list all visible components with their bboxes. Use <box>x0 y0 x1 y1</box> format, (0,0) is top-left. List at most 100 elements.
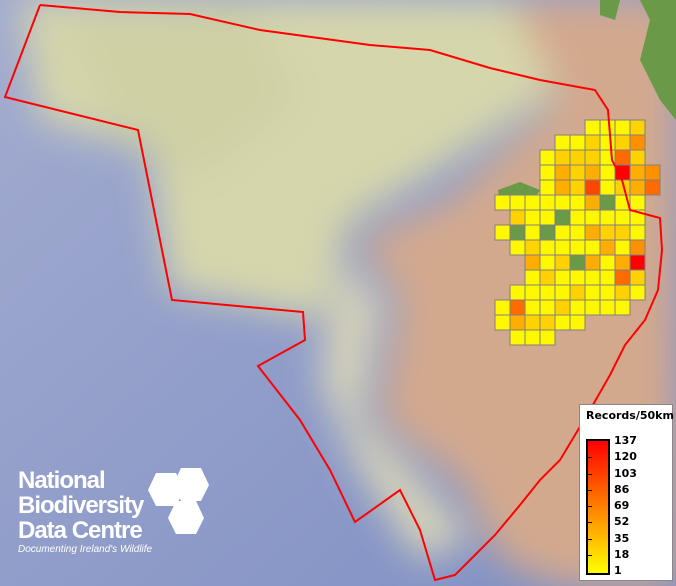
grid-cell[interactable] <box>599 239 616 256</box>
grid-cell[interactable] <box>569 209 586 226</box>
grid-cell[interactable] <box>629 134 646 151</box>
grid-cell[interactable] <box>539 269 556 286</box>
grid-cell[interactable] <box>554 239 571 256</box>
grid-cell[interactable] <box>584 119 601 136</box>
grid-cell[interactable] <box>644 164 661 181</box>
grid-cell[interactable] <box>599 299 616 316</box>
grid-cell[interactable] <box>584 209 601 226</box>
grid-cell[interactable] <box>599 164 616 181</box>
grid-cell[interactable] <box>509 194 526 211</box>
grid-cell[interactable] <box>569 149 586 166</box>
grid-cell[interactable] <box>524 239 541 256</box>
grid-cell[interactable] <box>509 329 526 346</box>
grid-cell[interactable] <box>524 209 541 226</box>
grid-cell[interactable] <box>569 134 586 151</box>
grid-cell[interactable] <box>539 299 556 316</box>
grid-cell[interactable] <box>614 239 631 256</box>
grid-cell[interactable] <box>494 194 511 211</box>
grid-cell[interactable] <box>494 299 511 316</box>
grid-cell[interactable] <box>539 239 556 256</box>
grid-cell[interactable] <box>629 254 646 271</box>
grid-cell[interactable] <box>614 209 631 226</box>
grid-cell[interactable] <box>554 299 571 316</box>
grid-cell[interactable] <box>554 314 571 331</box>
grid-cell[interactable] <box>584 164 601 181</box>
grid-cell[interactable] <box>524 194 541 211</box>
grid-cell[interactable] <box>599 179 616 196</box>
grid-cell[interactable] <box>599 194 616 211</box>
grid-cell[interactable] <box>569 254 586 271</box>
grid-cell[interactable] <box>614 284 631 301</box>
grid-cell[interactable] <box>554 254 571 271</box>
grid-cell[interactable] <box>584 194 601 211</box>
grid-cell[interactable] <box>524 284 541 301</box>
grid-cell[interactable] <box>539 164 556 181</box>
grid-cell[interactable] <box>554 149 571 166</box>
grid-cell[interactable] <box>599 269 616 286</box>
grid-cell[interactable] <box>539 329 556 346</box>
grid-cell[interactable] <box>569 224 586 241</box>
grid-cell[interactable] <box>554 209 571 226</box>
grid-cell[interactable] <box>599 224 616 241</box>
grid-cell[interactable] <box>569 284 586 301</box>
grid-cell[interactable] <box>614 224 631 241</box>
grid-cell[interactable] <box>524 269 541 286</box>
grid-cell[interactable] <box>584 269 601 286</box>
grid-cell[interactable] <box>599 284 616 301</box>
grid-cell[interactable] <box>584 179 601 196</box>
grid-cell[interactable] <box>584 254 601 271</box>
grid-cell[interactable] <box>539 149 556 166</box>
grid-cell[interactable] <box>629 179 646 196</box>
grid-cell[interactable] <box>509 239 526 256</box>
grid-cell[interactable] <box>569 164 586 181</box>
grid-cell[interactable] <box>509 224 526 241</box>
grid-cell[interactable] <box>599 134 616 151</box>
grid-cell[interactable] <box>569 314 586 331</box>
grid-cell[interactable] <box>614 134 631 151</box>
grid-cell[interactable] <box>599 209 616 226</box>
grid-cell[interactable] <box>584 284 601 301</box>
grid-cell[interactable] <box>629 269 646 286</box>
grid-cell[interactable] <box>524 329 541 346</box>
grid-cell[interactable] <box>539 224 556 241</box>
grid-cell[interactable] <box>584 224 601 241</box>
grid-cell[interactable] <box>554 194 571 211</box>
grid-cell[interactable] <box>614 119 631 136</box>
grid-cell[interactable] <box>554 269 571 286</box>
grid-cell[interactable] <box>554 224 571 241</box>
grid-cell[interactable] <box>629 194 646 211</box>
grid-cell[interactable] <box>539 314 556 331</box>
grid-cell[interactable] <box>539 254 556 271</box>
grid-cell[interactable] <box>629 164 646 181</box>
grid-cell[interactable] <box>509 314 526 331</box>
grid-cell[interactable] <box>569 299 586 316</box>
grid-cell[interactable] <box>584 149 601 166</box>
grid-cell[interactable] <box>494 224 511 241</box>
grid-cell[interactable] <box>644 179 661 196</box>
grid-cell[interactable] <box>629 239 646 256</box>
grid-cell[interactable] <box>539 179 556 196</box>
grid-cell[interactable] <box>614 269 631 286</box>
grid-cell[interactable] <box>599 254 616 271</box>
grid-cell[interactable] <box>584 239 601 256</box>
grid-cell[interactable] <box>554 134 571 151</box>
grid-cell[interactable] <box>599 119 616 136</box>
grid-cell[interactable] <box>614 149 631 166</box>
grid-cell[interactable] <box>509 209 526 226</box>
grid-cell[interactable] <box>539 284 556 301</box>
grid-cell[interactable] <box>524 224 541 241</box>
grid-cell[interactable] <box>629 119 646 136</box>
grid-cell[interactable] <box>569 179 586 196</box>
grid-cell[interactable] <box>629 149 646 166</box>
grid-cell[interactable] <box>524 314 541 331</box>
grid-cell[interactable] <box>629 224 646 241</box>
grid-cell[interactable] <box>539 209 556 226</box>
grid-cell[interactable] <box>494 314 511 331</box>
grid-cell[interactable] <box>509 299 526 316</box>
grid-cell[interactable] <box>614 299 631 316</box>
grid-cell[interactable] <box>539 194 556 211</box>
grid-cell[interactable] <box>629 284 646 301</box>
grid-cell[interactable] <box>614 254 631 271</box>
grid-cell[interactable] <box>569 194 586 211</box>
